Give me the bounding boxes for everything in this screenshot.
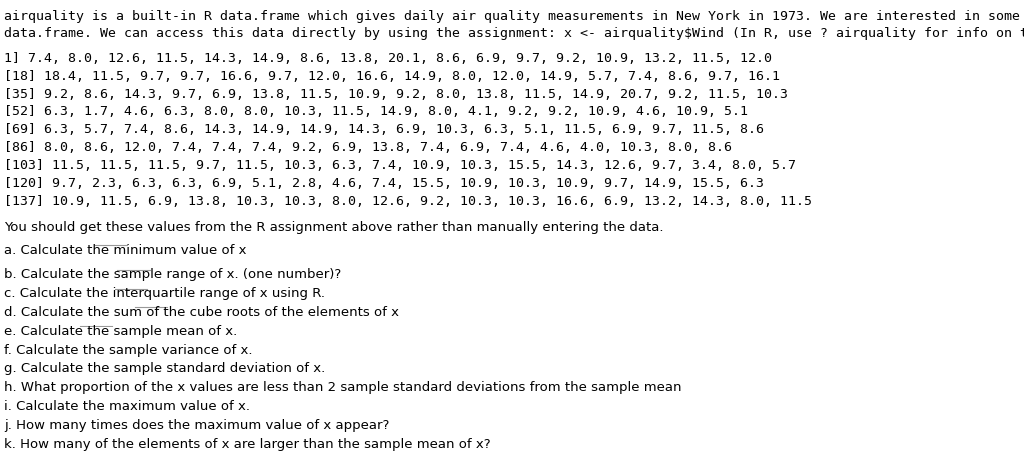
Text: f. Calculate the sample variance of x.: f. Calculate the sample variance of x. <box>4 344 252 357</box>
Text: [86] 8.0, 8.6, 12.0, 7.4, 7.4, 7.4, 9.2, 6.9, 13.8, 7.4, 6.9, 7.4, 4.6, 4.0, 10.: [86] 8.0, 8.6, 12.0, 7.4, 7.4, 7.4, 9.2,… <box>4 141 732 154</box>
Text: j. How many times does the maximum value of x appear?: j. How many times does the maximum value… <box>4 419 389 432</box>
Text: You should get these values from the R assignment above rather than manually ent: You should get these values from the R a… <box>4 221 664 234</box>
Text: c. Calculate the interquartile range of x using R.: c. Calculate the interquartile range of … <box>4 287 325 300</box>
Text: h. What proportion of the x values are less than 2 sample standard deviations fr: h. What proportion of the x values are l… <box>4 382 681 394</box>
Text: k. How many of the elements of x are larger than the sample mean of x?: k. How many of the elements of x are lar… <box>4 438 490 451</box>
Text: data.frame. We can access this data directly by using the assignment: x <- airqu: data.frame. We can access this data dire… <box>4 27 1024 40</box>
Text: [35] 9.2, 8.6, 14.3, 9.7, 6.9, 13.8, 11.5, 10.9, 9.2, 8.0, 13.8, 11.5, 14.9, 20.: [35] 9.2, 8.6, 14.3, 9.7, 6.9, 13.8, 11.… <box>4 88 787 100</box>
Text: airquality is a built-in R data.frame which gives daily air quality measurements: airquality is a built-in R data.frame wh… <box>4 10 1024 23</box>
Text: d. Calculate the sum of the cube roots of the elements of x: d. Calculate the sum of the cube roots o… <box>4 306 399 319</box>
Text: i. Calculate the maximum value of x.: i. Calculate the maximum value of x. <box>4 400 250 413</box>
Text: g. Calculate the sample standard deviation of x.: g. Calculate the sample standard deviati… <box>4 363 325 375</box>
Text: a. Calculate the minimum value of x: a. Calculate the minimum value of x <box>4 244 247 257</box>
Text: [137] 10.9, 11.5, 6.9, 13.8, 10.3, 10.3, 8.0, 12.6, 9.2, 10.3, 10.3, 16.6, 6.9, : [137] 10.9, 11.5, 6.9, 13.8, 10.3, 10.3,… <box>4 195 812 208</box>
Text: e. Calculate the sample mean of x.: e. Calculate the sample mean of x. <box>4 325 238 338</box>
Text: 1] 7.4, 8.0, 12.6, 11.5, 14.3, 14.9, 8.6, 13.8, 20.1, 8.6, 6.9, 9.7, 9.2, 10.9, : 1] 7.4, 8.0, 12.6, 11.5, 14.3, 14.9, 8.6… <box>4 52 772 65</box>
Text: [103] 11.5, 11.5, 11.5, 9.7, 11.5, 10.3, 6.3, 7.4, 10.9, 10.3, 15.5, 14.3, 12.6,: [103] 11.5, 11.5, 11.5, 9.7, 11.5, 10.3,… <box>4 159 796 172</box>
Text: [69] 6.3, 5.7, 7.4, 8.6, 14.3, 14.9, 14.9, 14.3, 6.9, 10.3, 6.3, 5.1, 11.5, 6.9,: [69] 6.3, 5.7, 7.4, 8.6, 14.3, 14.9, 14.… <box>4 123 764 136</box>
Text: b. Calculate the sample range of x. (one number)?: b. Calculate the sample range of x. (one… <box>4 268 341 281</box>
Text: [120] 9.7, 2.3, 6.3, 6.3, 6.9, 5.1, 2.8, 4.6, 7.4, 15.5, 10.9, 10.3, 10.9, 9.7, : [120] 9.7, 2.3, 6.3, 6.3, 6.9, 5.1, 2.8,… <box>4 177 764 190</box>
Text: [52] 6.3, 1.7, 4.6, 6.3, 8.0, 8.0, 10.3, 11.5, 14.9, 8.0, 4.1, 9.2, 9.2, 10.9, 4: [52] 6.3, 1.7, 4.6, 6.3, 8.0, 8.0, 10.3,… <box>4 106 748 119</box>
Text: [18] 18.4, 11.5, 9.7, 9.7, 16.6, 9.7, 12.0, 16.6, 14.9, 8.0, 12.0, 14.9, 5.7, 7.: [18] 18.4, 11.5, 9.7, 9.7, 16.6, 9.7, 12… <box>4 69 780 83</box>
